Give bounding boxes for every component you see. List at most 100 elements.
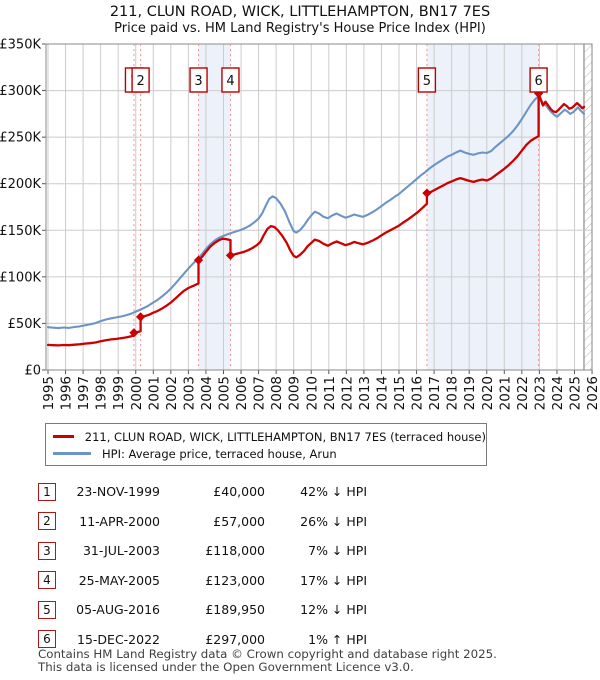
sale-number-boxes: 123456 <box>124 67 548 93</box>
svg-text:£200K: £200K <box>0 177 41 192</box>
legend-label: 211, CLUN ROAD, WICK, LITTLEHAMPTON, BN1… <box>84 429 486 444</box>
svg-text:2024: 2024 <box>550 376 566 410</box>
svg-text:2001: 2001 <box>146 376 162 410</box>
sale-point-1 <box>129 328 139 338</box>
svg-text:2010: 2010 <box>304 376 320 410</box>
table-row: 5 05-AUG-2016 £189,950 12% ↓ HPI <box>38 595 378 625</box>
future-hatch-band <box>583 44 593 370</box>
sale-price: £297,000 <box>205 631 265 647</box>
sale-vs-hpi: 26% ↓ HPI <box>300 513 367 529</box>
sale-price: £189,950 <box>205 602 265 618</box>
svg-text:2002: 2002 <box>164 376 180 410</box>
sale-vs-hpi: 42% ↓ HPI <box>300 484 367 500</box>
svg-text:2003: 2003 <box>181 376 197 410</box>
table-row: 2 11-APR-2000 £57,000 26% ↓ HPI <box>38 507 378 537</box>
sale-price: £118,000 <box>205 543 265 559</box>
legend-item-hpi: HPI: Average price, terraced house, Arun <box>53 445 486 462</box>
sale-price: £40,000 <box>213 484 265 500</box>
sale-date: 31-JUL-2003 <box>82 543 160 559</box>
sale-number-badge: 4 <box>38 571 56 590</box>
svg-text:3: 3 <box>194 74 202 89</box>
sale-date: 11-APR-2000 <box>79 513 160 529</box>
sale-number-badge: 6 <box>38 630 56 649</box>
svg-text:2005: 2005 <box>217 376 233 410</box>
svg-text:2018: 2018 <box>445 376 461 410</box>
sale-vs-hpi: 7% ↓ HPI <box>308 543 367 559</box>
svg-text:£50K: £50K <box>8 317 42 332</box>
sale-point-3 <box>193 255 204 265</box>
sale-number-badge: 1 <box>38 482 56 501</box>
ownership-bands <box>198 44 539 370</box>
sale-date: 05-AUG-2016 <box>76 602 160 618</box>
price-paid-line <box>46 92 586 347</box>
svg-text:£100K: £100K <box>0 270 41 285</box>
svg-text:2020: 2020 <box>480 376 496 410</box>
sale-price: £123,000 <box>205 572 265 588</box>
sale-markers <box>129 88 544 338</box>
svg-text:2: 2 <box>136 74 144 89</box>
svg-text:2015: 2015 <box>392 376 408 410</box>
svg-text:2026: 2026 <box>585 376 600 410</box>
svg-text:1998: 1998 <box>94 376 110 410</box>
table-row: 6 15-DEC-2022 £297,000 1% ↑ HPI <box>38 625 378 655</box>
sale-date: 15-DEC-2022 <box>77 631 160 647</box>
svg-text:2009: 2009 <box>287 376 303 410</box>
sale-date: 23-NOV-1999 <box>76 484 160 500</box>
svg-text:2012: 2012 <box>339 376 355 410</box>
svg-text:1997: 1997 <box>76 376 92 410</box>
price-line-swatch <box>53 435 74 438</box>
sale-point-2 <box>135 312 146 322</box>
svg-text:2017: 2017 <box>427 376 443 410</box>
svg-text:£300K: £300K <box>0 84 41 99</box>
page-title: 211, CLUN ROAD, WICK, LITTLEHAMPTON, BN1… <box>109 4 491 20</box>
svg-text:2025: 2025 <box>568 376 584 410</box>
sale-number-badge: 5 <box>38 600 56 619</box>
svg-text:2019: 2019 <box>462 376 478 410</box>
chart-header: 211, CLUN ROAD, WICK, LITTLEHAMPTON, BN1… <box>0 3 600 37</box>
legend-item-price: 211, CLUN ROAD, WICK, LITTLEHAMPTON, BN1… <box>53 428 486 445</box>
svg-text:£250K: £250K <box>0 131 41 146</box>
svg-text:2023: 2023 <box>532 376 548 410</box>
svg-text:2000: 2000 <box>129 376 145 410</box>
svg-text:£0: £0 <box>24 364 41 379</box>
svg-text:1996: 1996 <box>59 376 75 410</box>
svg-text:5: 5 <box>423 74 431 89</box>
sale-vs-hpi: 12% ↓ HPI <box>300 602 367 618</box>
hpi-line-swatch <box>53 452 91 455</box>
svg-text:6: 6 <box>534 74 542 89</box>
svg-text:4: 4 <box>226 74 234 89</box>
svg-text:£150K: £150K <box>0 224 41 239</box>
sale-vs-hpi: 17% ↓ HPI <box>300 572 367 588</box>
svg-text:2013: 2013 <box>357 376 373 410</box>
chart-legend: 211, CLUN ROAD, WICK, LITTLEHAMPTON, BN1… <box>45 423 487 466</box>
axis-labels: 1995 1996 1997 1998 1999 2000 2001 2002 2003 2004… <box>0 38 600 411</box>
table-row: 4 25-MAY-2005 £123,000 17% ↓ HPI <box>38 566 378 596</box>
table-row: 3 31-JUL-2003 £118,000 7% ↓ HPI <box>38 536 378 566</box>
page-subtitle: Price paid vs. HM Land Registry's House … <box>114 21 486 36</box>
price-chart: 1995 1996 1997 1998 1999 2000 2001 2002 2003 2004… <box>0 38 600 411</box>
svg-text:2016: 2016 <box>410 376 426 410</box>
svg-text:2022: 2022 <box>515 376 531 410</box>
legend-label: HPI: Average price, terraced house, Arun <box>102 446 337 461</box>
footer-line-2: This data is licensed under the Open Gov… <box>38 660 414 674</box>
sale-date: 25-MAY-2005 <box>78 572 160 588</box>
svg-text:£350K: £350K <box>0 38 41 53</box>
svg-text:2004: 2004 <box>199 376 215 410</box>
sales-table: 1 23-NOV-1999 £40,000 42% ↓ HPI 2 11-APR-2000… <box>38 477 378 654</box>
license-footer: Contains HM Land Registry data © Crown c… <box>38 648 497 674</box>
sale-number-badge: 2 <box>38 512 56 531</box>
sale-price: £57,000 <box>213 513 265 529</box>
footer-line-1: Contains HM Land Registry data © Crown c… <box>38 647 497 661</box>
svg-text:2006: 2006 <box>234 376 250 410</box>
svg-text:2008: 2008 <box>269 376 285 410</box>
sale-vs-hpi: 1% ↑ HPI <box>308 631 367 647</box>
sale-number-badge: 3 <box>38 541 56 560</box>
svg-text:1999: 1999 <box>111 376 127 410</box>
svg-text:1995: 1995 <box>41 376 57 410</box>
svg-text:2021: 2021 <box>497 376 513 410</box>
svg-text:2014: 2014 <box>374 376 390 410</box>
hpi-line <box>46 95 586 330</box>
sale-point-4 <box>225 250 236 261</box>
sale-point-5 <box>422 188 432 198</box>
svg-text:2007: 2007 <box>252 376 268 410</box>
